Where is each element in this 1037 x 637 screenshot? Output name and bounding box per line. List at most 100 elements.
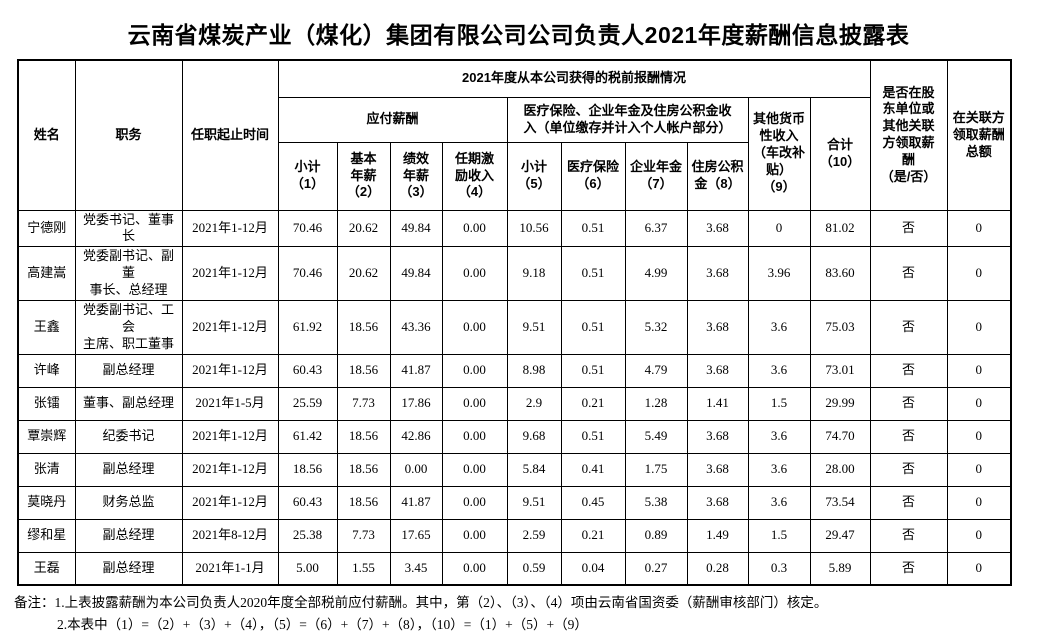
cell-total-10: 29.47 bbox=[809, 518, 871, 553]
cell-other-monetary-9: 3.96 bbox=[747, 246, 811, 301]
cell-subtotal-5: 2.59 bbox=[506, 518, 562, 553]
cell-name: 张清 bbox=[17, 452, 76, 487]
cell-term: 2021年8-12月 bbox=[181, 518, 279, 553]
notes-section: 备注：1.上表披露薪酬为本公司负责人2020年度全部税前应付薪酬。其中，第（2）… bbox=[14, 592, 1037, 637]
cell-other-monetary-9: 0 bbox=[747, 209, 811, 248]
col-header-subtotal-5: 小计 （5） bbox=[506, 141, 562, 211]
cell-base-salary-2: 20.62 bbox=[336, 209, 391, 248]
cell-subtotal-1: 61.92 bbox=[277, 299, 338, 355]
cell-related-party-flag: 否 bbox=[869, 485, 948, 520]
page-title: 云南省煤炭产业（煤化）集团有限公司公司负责人2021年度薪酬信息披露表 bbox=[127, 22, 910, 48]
cell-term: 2021年1-12月 bbox=[181, 209, 279, 248]
cell-position: 副总经理 bbox=[74, 518, 183, 553]
cell-housing-fund-8: 0.28 bbox=[686, 551, 749, 586]
cell-tenure-incentive-4: 0.00 bbox=[441, 353, 508, 388]
cell-enterprise-annuity-7: 0.89 bbox=[624, 518, 688, 553]
cell-related-party-flag: 否 bbox=[869, 209, 948, 248]
cell-total-10: 74.70 bbox=[809, 419, 871, 454]
cell-total-10: 73.01 bbox=[809, 353, 871, 388]
cell-name: 张镭 bbox=[17, 386, 76, 421]
cell-other-monetary-9: 1.5 bbox=[747, 386, 811, 421]
col-header-term: 任职起止时间 bbox=[181, 59, 279, 211]
cell-subtotal-1: 25.59 bbox=[277, 386, 338, 421]
cell-related-party-flag: 否 bbox=[869, 419, 948, 454]
cell-performance-salary-3: 17.65 bbox=[389, 518, 443, 553]
cell-housing-fund-8: 3.68 bbox=[686, 209, 749, 248]
table-row: 许峰 副总经理 2021年1-12月 60.43 18.56 41.87 0.00 8.98 0… bbox=[17, 353, 1012, 388]
cell-related-party-flag: 否 bbox=[869, 299, 948, 355]
cell-enterprise-annuity-7: 5.32 bbox=[624, 299, 688, 355]
cell-tenure-incentive-4: 0.00 bbox=[441, 299, 508, 355]
table-row: 张清 副总经理 2021年1-12月 18.56 18.56 0.00 0.00 5.84 0.… bbox=[17, 452, 1012, 487]
cell-subtotal-5: 9.51 bbox=[506, 299, 562, 355]
cell-tenure-incentive-4: 0.00 bbox=[441, 386, 508, 421]
col-header-name: 姓名 bbox=[17, 59, 76, 211]
cell-medical-insurance-6: 0.41 bbox=[560, 452, 626, 487]
cell-other-monetary-9: 3.6 bbox=[747, 353, 811, 388]
cell-subtotal-1: 60.43 bbox=[277, 485, 338, 520]
cell-tenure-incentive-4: 0.00 bbox=[441, 246, 508, 301]
cell-position: 董事、副总经理 bbox=[74, 386, 183, 421]
cell-name: 王鑫 bbox=[17, 299, 76, 355]
col-header-medical-insurance-6: 医疗保险 （6） bbox=[560, 141, 626, 211]
col-header-related-party-amount: 在关联方 领取薪酬 总额 bbox=[946, 59, 1012, 211]
cell-medical-insurance-6: 0.04 bbox=[560, 551, 626, 586]
cell-performance-salary-3: 3.45 bbox=[389, 551, 443, 586]
cell-related-party-flag: 否 bbox=[869, 386, 948, 421]
cell-total-10: 73.54 bbox=[809, 485, 871, 520]
cell-performance-salary-3: 41.87 bbox=[389, 353, 443, 388]
cell-name: 高建嵩 bbox=[17, 246, 76, 301]
cell-subtotal-5: 0.59 bbox=[506, 551, 562, 586]
cell-base-salary-2: 18.56 bbox=[336, 353, 391, 388]
cell-housing-fund-8: 3.68 bbox=[686, 419, 749, 454]
cell-related-party-amount: 0 bbox=[946, 353, 1012, 388]
cell-name: 王磊 bbox=[17, 551, 76, 586]
col-header-base-salary-2: 基本 年薪 （2） bbox=[336, 141, 391, 211]
col-header-insurance-group: 医疗保险、企业年金及住房公积金收 入（单位缴存并计入个人帐户部分） bbox=[506, 96, 749, 143]
col-header-payable-group: 应付薪酬 bbox=[277, 96, 508, 143]
cell-enterprise-annuity-7: 6.37 bbox=[624, 209, 688, 248]
table-row: 覃崇辉 纪委书记 2021年1-12月 61.42 18.56 42.86 0.00 9.68… bbox=[17, 419, 1012, 454]
cell-other-monetary-9: 3.6 bbox=[747, 419, 811, 454]
col-header-enterprise-annuity-7: 企业年金 （7） bbox=[624, 141, 688, 211]
cell-medical-insurance-6: 0.51 bbox=[560, 419, 626, 454]
note-line-1: 备注：1.上表披露薪酬为本公司负责人2020年度全部税前应付薪酬。其中，第（2）… bbox=[14, 595, 828, 611]
cell-medical-insurance-6: 0.45 bbox=[560, 485, 626, 520]
cell-medical-insurance-6: 0.21 bbox=[560, 386, 626, 421]
cell-related-party-flag: 否 bbox=[869, 246, 948, 301]
cell-enterprise-annuity-7: 4.79 bbox=[624, 353, 688, 388]
cell-tenure-incentive-4: 0.00 bbox=[441, 419, 508, 454]
cell-performance-salary-3: 49.84 bbox=[389, 209, 443, 248]
cell-subtotal-5: 10.56 bbox=[506, 209, 562, 248]
cell-related-party-amount: 0 bbox=[946, 386, 1012, 421]
cell-position: 党委副书记、工会 主席、职工董事 bbox=[74, 299, 183, 355]
cell-total-10: 29.99 bbox=[809, 386, 871, 421]
cell-enterprise-annuity-7: 4.99 bbox=[624, 246, 688, 301]
cell-term: 2021年1-12月 bbox=[181, 246, 279, 301]
cell-housing-fund-8: 3.68 bbox=[686, 246, 749, 301]
cell-term: 2021年1-12月 bbox=[181, 353, 279, 388]
cell-base-salary-2: 1.55 bbox=[336, 551, 391, 586]
cell-medical-insurance-6: 0.51 bbox=[560, 299, 626, 355]
cell-related-party-amount: 0 bbox=[946, 551, 1012, 586]
cell-base-salary-2: 20.62 bbox=[336, 246, 391, 301]
col-header-pretax-group: 2021年度从本公司获得的税前报酬情况 bbox=[277, 59, 871, 98]
cell-position: 副总经理 bbox=[74, 353, 183, 388]
col-header-other-monetary-9: 其他货币 性收入 （车改补 贴） （9） bbox=[747, 96, 811, 211]
cell-performance-salary-3: 0.00 bbox=[389, 452, 443, 487]
cell-total-10: 81.02 bbox=[809, 209, 871, 248]
cell-subtotal-1: 70.46 bbox=[277, 246, 338, 301]
cell-total-10: 83.60 bbox=[809, 246, 871, 301]
cell-subtotal-1: 18.56 bbox=[277, 452, 338, 487]
cell-related-party-amount: 0 bbox=[946, 209, 1012, 248]
table-row: 王磊 副总经理 2021年1-1月 5.00 1.55 3.45 0.00 0.59 0.04 0… bbox=[17, 551, 1012, 586]
cell-subtotal-5: 2.9 bbox=[506, 386, 562, 421]
cell-housing-fund-8: 1.49 bbox=[686, 518, 749, 553]
cell-tenure-incentive-4: 0.00 bbox=[441, 452, 508, 487]
cell-medical-insurance-6: 0.51 bbox=[560, 246, 626, 301]
cell-subtotal-5: 9.68 bbox=[506, 419, 562, 454]
col-header-subtotal-1: 小计 （1） bbox=[277, 141, 338, 211]
cell-performance-salary-3: 49.84 bbox=[389, 246, 443, 301]
col-header-position: 职务 bbox=[74, 59, 183, 211]
cell-subtotal-5: 9.18 bbox=[506, 246, 562, 301]
